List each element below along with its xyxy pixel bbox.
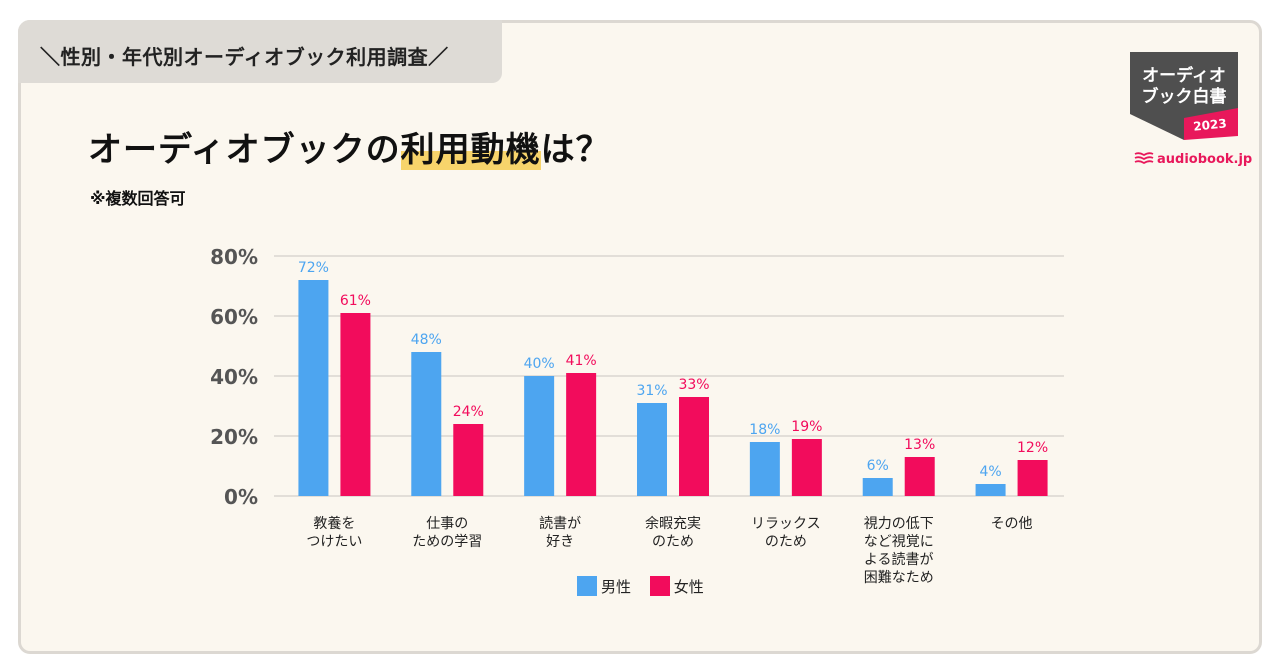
data-label: 24%: [453, 404, 484, 420]
x-tick-label: のため: [765, 534, 807, 550]
x-tick-label: つけたい: [306, 534, 362, 550]
bar: [791, 439, 822, 496]
x-tick-label: 視力の低下: [864, 516, 934, 532]
bar: [453, 424, 484, 496]
y-tick-label: 80%: [210, 245, 258, 269]
data-label: 72%: [298, 260, 329, 276]
data-label: 12%: [1017, 440, 1048, 456]
legend-swatch-female: [649, 576, 670, 596]
y-tick-label: 0%: [224, 485, 258, 509]
content-card: [18, 20, 1262, 654]
brand-name: audiobook.jp: [1157, 152, 1253, 167]
page-title: オーディオブックの利用動機は？: [88, 122, 611, 171]
brand-link[interactable]: audiobook.jp: [1134, 152, 1252, 167]
x-tick-label: その他: [991, 516, 1033, 532]
bar: [340, 313, 371, 496]
bar: [1017, 460, 1048, 496]
bar: [524, 376, 555, 496]
data-label: 40%: [524, 356, 555, 372]
x-tick-label: ための学習: [412, 534, 482, 550]
bar: [862, 478, 893, 496]
x-tick-label: のため: [652, 534, 694, 550]
y-tick-label: 60%: [210, 305, 258, 329]
x-tick-label: 好き: [546, 534, 574, 550]
x-tick-label: 仕事の: [426, 516, 468, 532]
x-tick-label: 困難なため: [864, 570, 934, 586]
legend-male: 男性: [577, 576, 631, 597]
multiple-answer-note: ※複数回答可: [90, 189, 186, 208]
bar: [411, 352, 442, 496]
bar: [637, 403, 667, 496]
data-label: 48%: [411, 332, 442, 348]
whitepaper-badge-text: オーディオ ブック白書: [1141, 66, 1227, 107]
x-tick-label: よる読書が: [864, 551, 934, 568]
bar: [679, 397, 709, 496]
data-label: 31%: [636, 383, 667, 399]
data-label: 13%: [904, 437, 935, 453]
bar: [298, 280, 329, 496]
data-label: 6%: [867, 458, 889, 474]
x-tick-label: 読書が: [539, 515, 581, 532]
bar: [904, 457, 935, 496]
title-post: は？: [540, 130, 611, 170]
data-label: 4%: [979, 464, 1001, 480]
y-tick-label: 20%: [210, 425, 258, 449]
legend-swatch-male: [577, 576, 597, 596]
bar: [975, 484, 1006, 496]
x-tick-label: 教養を: [313, 515, 355, 532]
book-logo-icon: [1134, 152, 1154, 165]
whitepaper-badge-icon: [1130, 52, 1238, 140]
data-label: 18%: [749, 422, 780, 438]
data-label: 19%: [791, 419, 822, 435]
survey-tab-label: ＼性別・年代別オーディオブック利用調査／: [18, 20, 502, 83]
y-tick-label: 40%: [210, 365, 258, 389]
x-tick-label: など視覚に: [864, 534, 934, 550]
x-tick-label: 余暇充実: [645, 515, 701, 532]
title-pre: オーディオブックの: [88, 130, 401, 170]
legend-female: 女性: [649, 576, 704, 597]
bar: [566, 373, 597, 496]
data-label: 33%: [678, 377, 709, 393]
data-label: 41%: [566, 353, 597, 369]
x-tick-label: リラックス: [751, 516, 821, 532]
bar: [749, 442, 780, 496]
data-label: 61%: [340, 293, 371, 309]
title-highlight: 利用動機: [400, 130, 541, 170]
chart-legend: 男性 女性: [577, 576, 718, 597]
